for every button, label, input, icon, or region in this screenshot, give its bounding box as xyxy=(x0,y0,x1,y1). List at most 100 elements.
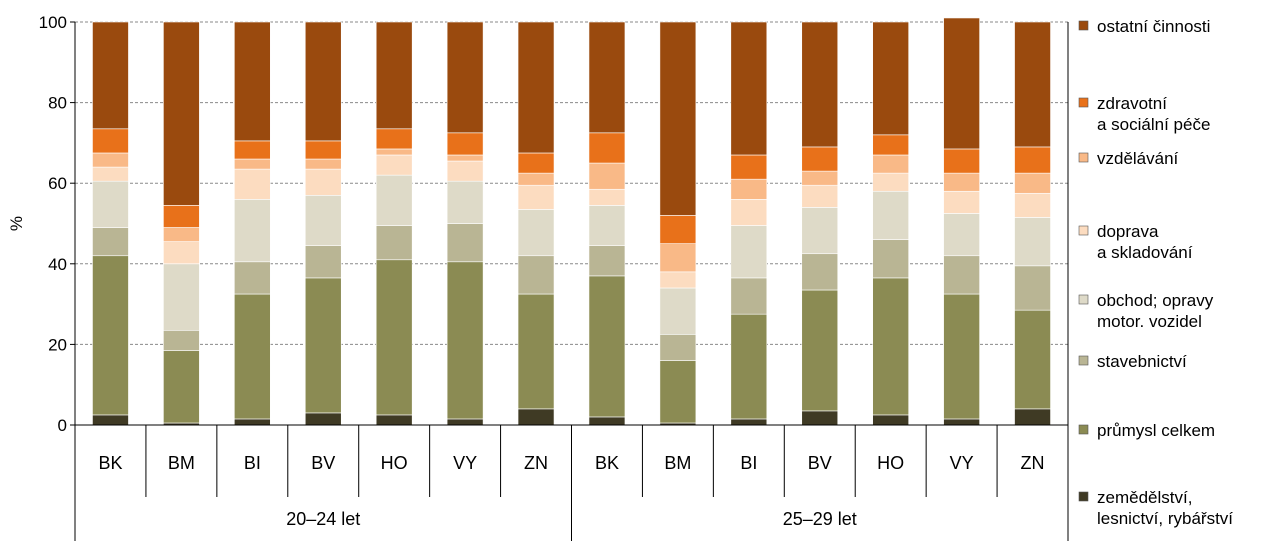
bar-segment xyxy=(588,245,626,277)
bar-segment xyxy=(92,152,129,168)
bar-segment xyxy=(801,184,839,208)
category-label: VY xyxy=(950,453,974,473)
bar-segment xyxy=(304,158,342,170)
bar-segment xyxy=(801,146,839,172)
bar-segment xyxy=(730,154,768,180)
y-axis-title: % xyxy=(7,216,26,231)
bar-segment xyxy=(588,416,626,426)
bar-segment xyxy=(234,293,271,420)
bar-segment xyxy=(943,148,980,174)
bar-segment xyxy=(92,180,129,228)
bar-segment xyxy=(588,21,626,134)
bar-segment xyxy=(1014,146,1051,174)
bar-segment xyxy=(446,261,484,420)
bar-segment xyxy=(1014,192,1051,218)
bar-segment xyxy=(163,241,200,265)
category-label: BM xyxy=(168,453,195,473)
bar-segment xyxy=(446,160,484,182)
bar-segment xyxy=(92,255,129,416)
bar-segment xyxy=(92,128,129,154)
legend-label: stavebnictví xyxy=(1097,352,1187,371)
y-tick-label: 0 xyxy=(58,416,67,435)
y-tick-label: 20 xyxy=(48,335,67,354)
group-label: 20–24 let xyxy=(286,509,360,529)
bar-segment xyxy=(943,172,980,192)
bar-segment xyxy=(163,263,200,331)
category-label: HO xyxy=(381,453,408,473)
legend-label: a sociální péče xyxy=(1097,115,1210,134)
bar-segment xyxy=(801,170,839,186)
bar-segment xyxy=(659,243,697,273)
bar-segment xyxy=(730,21,768,156)
bar-segment xyxy=(163,205,200,228)
category-label: BI xyxy=(244,453,261,473)
bar-segment xyxy=(304,194,342,246)
bar-segment xyxy=(304,245,342,279)
bar-segment xyxy=(304,168,342,196)
bar-segment xyxy=(801,289,839,412)
bar-segment xyxy=(730,225,768,279)
bar-segment xyxy=(517,408,555,426)
group-label: 25–29 let xyxy=(783,509,857,529)
bar-segment xyxy=(234,21,271,142)
legend-label: lesnictví, rybářství xyxy=(1097,509,1233,528)
bar-segment xyxy=(659,287,697,335)
bar-segment xyxy=(872,172,909,192)
bar-segment xyxy=(801,21,839,148)
legend-swatch xyxy=(1078,424,1089,435)
bar-segment xyxy=(234,261,271,295)
bar-segment xyxy=(446,418,484,426)
y-tick-label: 40 xyxy=(48,255,67,274)
bar-segment xyxy=(1014,309,1051,410)
bar-segment xyxy=(872,21,909,136)
gridlines xyxy=(75,21,1068,345)
category-label: BV xyxy=(311,453,335,473)
bar-segment xyxy=(588,162,626,190)
bar-segment xyxy=(163,227,200,242)
bar-segment xyxy=(446,132,484,156)
bar-segment xyxy=(304,412,342,426)
bar-segment xyxy=(801,207,839,255)
bar-segment xyxy=(446,180,484,224)
category-label: ZN xyxy=(1021,453,1045,473)
bar-segment xyxy=(801,253,839,291)
bar-segment xyxy=(163,329,200,351)
bar-segment xyxy=(588,132,626,164)
bar-segment xyxy=(234,140,271,160)
legend-label: zdravotní xyxy=(1097,94,1167,113)
legend-label: obchod; opravy xyxy=(1097,291,1214,310)
bar-segment xyxy=(375,148,413,156)
bar-segment xyxy=(872,277,909,416)
bar-segment xyxy=(872,154,909,174)
bar-segment xyxy=(801,410,839,426)
bar-segment xyxy=(588,275,626,418)
bar-segment xyxy=(517,21,555,154)
bar-segment xyxy=(375,174,413,226)
bar-segment xyxy=(588,188,626,206)
legend-label: vzdělávání xyxy=(1097,149,1179,168)
legend-label: doprava xyxy=(1097,222,1159,241)
bar-segment xyxy=(659,360,697,424)
bar-segment xyxy=(943,418,980,426)
bar-segment xyxy=(730,313,768,420)
bar-segment xyxy=(517,152,555,174)
bar-segment xyxy=(730,199,768,226)
legend-swatch xyxy=(1078,491,1089,502)
bar-segment xyxy=(730,178,768,200)
bar-segment xyxy=(517,184,555,210)
legend-label: průmysl celkem xyxy=(1097,421,1215,440)
bar-segment xyxy=(872,414,909,426)
bar-segment xyxy=(375,154,413,176)
bar-segment xyxy=(234,199,271,263)
bar-segment xyxy=(92,166,129,182)
category-label: BI xyxy=(740,453,757,473)
legend-swatch xyxy=(1078,20,1089,31)
x-axis-labels: BK BM BI BV HO VY ZN BK BM BI BV HO VY ZN 20–24 let 25–… xyxy=(98,453,1044,529)
bar-segment xyxy=(234,418,271,426)
bar-segment xyxy=(1014,21,1051,148)
category-label: ZN xyxy=(524,453,548,473)
legend-swatch xyxy=(1078,97,1089,108)
bar-stacks xyxy=(92,17,1051,426)
legend: ostatní činnosti zdravotní a sociální péče… xyxy=(1078,17,1233,528)
bar-segment xyxy=(659,334,697,361)
